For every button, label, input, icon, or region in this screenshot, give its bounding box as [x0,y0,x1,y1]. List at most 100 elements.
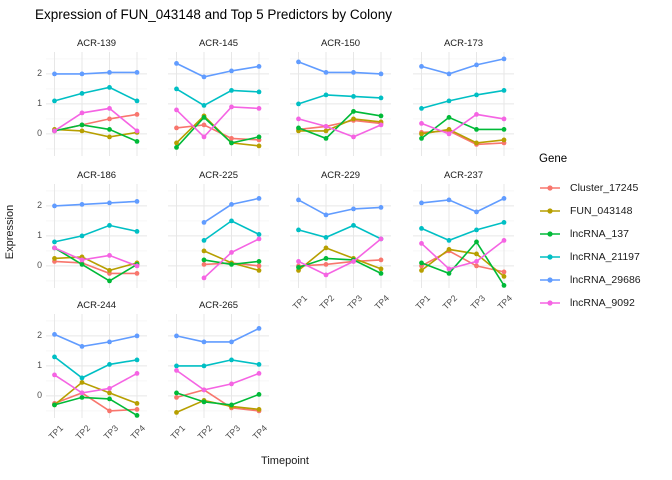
data-point-lncRNA_29686 [107,70,112,75]
data-point-lncRNA_9092 [174,107,179,113]
data-point-Cluster_17245 [501,269,507,275]
series-line-lncRNA_9092 [53,247,138,267]
data-point-lncRNA_29686 [351,70,356,75]
data-point-lncRNA_137 [474,239,479,245]
data-point-lncRNA_21197 [52,354,57,360]
data-point-lncRNA_29686 [378,205,384,210]
legend-key-icon [540,230,560,237]
data-point-Cluster_17245 [107,116,112,122]
data-point-lncRNA_137 [351,109,356,114]
series-line-lncRNA_21197 [420,89,505,110]
data-point-Cluster_17245 [201,262,207,267]
series-line-FUN_043148 [53,256,138,272]
data-point-lncRNA_137 [174,390,179,396]
series-line-lncRNA_21197 [175,359,260,367]
legend-entry-lncRNA_29686: lncRNA_29686 [539,268,641,291]
data-point-lncRNA_9092 [256,106,262,111]
data-point-FUN_043148 [256,407,262,412]
data-point-lncRNA_29686 [419,200,424,206]
data-point-lncRNA_21197 [201,103,207,108]
facet-ACR-173: ACR-173 [413,37,514,156]
x-tick-label: TP2 [195,423,215,442]
data-point-lncRNA_9092 [134,371,140,376]
facet-panel [168,52,269,156]
data-point-lncRNA_21197 [378,95,384,101]
facet-panel [413,52,514,156]
series-line-lncRNA_21197 [53,356,138,379]
data-point-lncRNA_21197 [174,363,179,369]
y-tick-label: 2 [37,68,42,79]
data-point-lncRNA_9092 [107,106,112,111]
x-tick-label: TP3 [223,423,242,442]
data-point-lncRNA_21197 [296,101,301,107]
y-tick-label: 1 [37,98,42,109]
x-tick-label: TP2 [73,423,93,442]
data-point-Cluster_17245 [134,112,140,117]
series-line-FUN_043148 [53,381,138,406]
data-point-lncRNA_137 [107,278,112,284]
x-tick-label: TP3 [101,423,120,442]
data-point-lncRNA_29686 [229,202,234,207]
data-point-lncRNA_29686 [79,202,85,207]
facet-ACR-229: ACR-229 TP1 TP2 TP3 TP4 [290,169,391,311]
data-point-Cluster_17245 [107,408,112,414]
data-point-lncRNA_29686 [174,61,179,66]
legend-entry-lncRNA_137: lncRNA_137 [539,222,641,245]
data-point-lncRNA_9092 [134,128,140,134]
x-tick-label: TP3 [468,293,487,312]
data-point-lncRNA_29686 [134,70,140,75]
data-point-lncRNA_21197 [296,227,301,233]
facet-strip-label: ACR-186 [76,170,117,181]
data-point-lncRNA_21197 [446,98,452,104]
x-tick-label: TP4 [372,293,392,312]
data-point-lncRNA_9092 [229,250,234,255]
data-point-lncRNA_21197 [52,98,57,104]
series-line-lncRNA_21197 [297,94,382,105]
chart-title: Expression of FUN_043148 and Top 5 Predi… [35,7,392,22]
y-tick-label: 2 [37,330,42,341]
data-point-lncRNA_21197 [501,88,507,93]
data-point-lncRNA_9092 [296,259,301,264]
data-point-FUN_043148 [174,140,179,146]
data-point-lncRNA_21197 [256,362,262,367]
data-point-FUN_043148 [323,128,329,134]
data-point-lncRNA_9092 [501,238,507,243]
data-point-FUN_043148 [446,247,452,252]
data-point-lncRNA_21197 [419,106,424,111]
legend-label: Cluster_17245 [570,181,639,194]
facet-ACR-186: ACR-186 0 1 2 [37,169,147,288]
data-point-lncRNA_29686 [256,326,262,331]
x-tick-label: TP4 [250,423,270,442]
data-point-lncRNA_29686 [446,197,452,203]
data-point-lncRNA_9092 [52,245,57,251]
data-point-FUN_043148 [174,410,179,415]
series-line-FUN_043148 [420,248,505,278]
data-point-lncRNA_9092 [52,372,57,378]
series-line-lncRNA_137 [420,240,505,287]
x-tick-label: TP1 [168,423,187,442]
data-point-Cluster_17245 [134,271,140,276]
data-point-lncRNA_29686 [256,196,262,201]
data-point-lncRNA_9092 [323,124,329,129]
data-point-lncRNA_29686 [201,74,207,80]
data-point-lncRNA_137 [79,262,85,267]
y-axis-title: Expression [4,204,16,260]
data-point-lncRNA_137 [229,402,234,408]
data-point-lncRNA_21197 [323,92,329,98]
legend-label: FUN_043148 [570,204,633,217]
data-point-lncRNA_9092 [52,128,57,134]
data-point-lncRNA_21197 [256,232,262,237]
data-point-lncRNA_137 [107,127,112,132]
data-point-lncRNA_137 [446,271,452,276]
data-point-lncRNA_29686 [107,339,112,345]
data-point-lncRNA_21197 [256,89,262,95]
legend-label: lncRNA_29686 [570,273,641,286]
data-point-lncRNA_21197 [201,238,207,243]
series-line-lncRNA_9092 [53,372,138,394]
data-point-lncRNA_29686 [134,333,140,339]
series-line-lncRNA_137 [53,247,138,282]
legend-entries: Cluster_17245 FUN_043148 lncRNA_137 lncRNA_… [539,176,641,314]
data-point-lncRNA_137 [201,257,207,263]
data-point-lncRNA_21197 [474,227,479,233]
legend-label: lncRNA_137 [570,227,629,240]
